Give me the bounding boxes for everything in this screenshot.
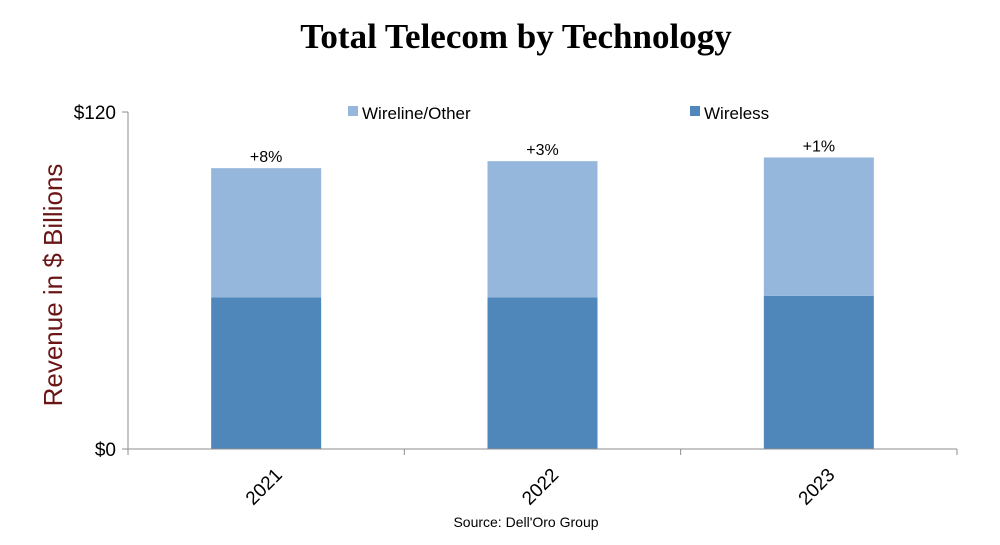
- growth-label-2022: +3%: [526, 142, 558, 159]
- legend-label-wireline-other: Wireline/Other: [362, 104, 471, 123]
- x-tick-label-2021: 2021: [242, 465, 287, 510]
- x-tick-labels: 2021 2022 2023: [242, 465, 839, 510]
- source-note: Source: Dell'Oro Group: [453, 514, 598, 530]
- bar-wireline-other-2021: [211, 168, 322, 298]
- bar-wireless-2022: [487, 297, 598, 449]
- legend-swatch-wireless: [690, 106, 700, 116]
- bars-group: [211, 157, 874, 449]
- growth-label-2021: +8%: [250, 149, 282, 166]
- legend: Wireline/Other Wireless: [348, 104, 769, 123]
- x-tick-label-2022: 2022: [518, 465, 563, 510]
- y-tick-labels: $0 $120: [74, 103, 116, 461]
- y-tick-label-1: $120: [74, 103, 116, 124]
- bar-wireline-other-2023: [763, 157, 874, 296]
- y-tick-label-0: $0: [95, 440, 116, 461]
- bar-wireline-other-2022: [487, 161, 598, 298]
- legend-swatch-wireline-other: [348, 106, 358, 116]
- legend-label-wireless: Wireless: [704, 104, 769, 123]
- chart-title: Total Telecom by Technology: [300, 17, 732, 56]
- data-labels-group: +8% +3% +1%: [250, 138, 835, 166]
- bar-wireless-2023: [763, 295, 874, 449]
- y-axis-label: Revenue in $ Billions: [38, 164, 68, 407]
- x-tick-label-2023: 2023: [795, 465, 840, 510]
- bar-wireless-2021: [211, 297, 322, 449]
- axes-group: [122, 111, 958, 455]
- growth-label-2023: +1%: [803, 138, 835, 155]
